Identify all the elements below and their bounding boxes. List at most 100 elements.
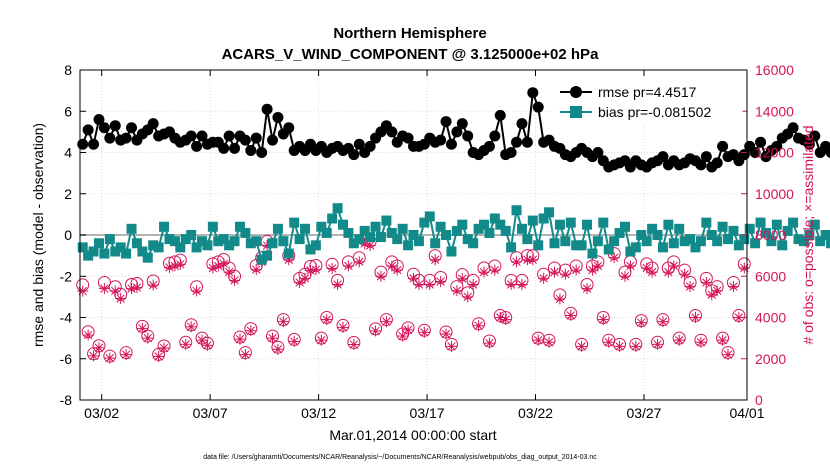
- obs-assimilated-marker: [592, 260, 604, 272]
- bias-point: [679, 236, 690, 247]
- obs-count-layer: [76, 233, 751, 364]
- bias-point: [403, 240, 414, 251]
- bias-point: [527, 215, 538, 226]
- rmse-point: [109, 120, 121, 132]
- obs-assimilated-marker: [695, 336, 707, 348]
- x-tick-label: 03/27: [626, 405, 661, 421]
- bias-point: [739, 234, 750, 245]
- rmse-point: [711, 157, 723, 169]
- obs-assimilated-marker: [554, 293, 566, 305]
- obs-assimilated-marker: [332, 279, 344, 290]
- y-axis-label-right: # of obs: o=possible; ×=assimilated: [800, 125, 816, 344]
- obs-assimilated-marker: [304, 264, 316, 276]
- obs-assimilated-marker: [581, 283, 593, 295]
- bias-point: [793, 234, 804, 245]
- bias-point: [500, 225, 511, 236]
- bias-point: [419, 217, 430, 228]
- rmse-point: [803, 138, 815, 150]
- obs-assimilated-marker: [413, 279, 425, 290]
- obs-assimilated-marker: [397, 330, 409, 342]
- y-tick-label-left: 8: [64, 62, 72, 78]
- obs-assimilated-marker: [565, 309, 577, 321]
- obs-assimilated-marker: [689, 312, 701, 323]
- obs-assimilated-marker: [250, 264, 262, 276]
- obs-assimilated-marker: [624, 260, 636, 272]
- bias-point: [728, 225, 739, 236]
- obs-assimilated-marker: [429, 254, 441, 266]
- bias-point: [804, 230, 815, 240]
- obs-assimilated-marker: [174, 258, 186, 270]
- y-tick-label-left: 6: [64, 103, 72, 119]
- rmse-point: [283, 122, 295, 134]
- rmse-point: [88, 138, 100, 150]
- obs-assimilated-marker: [342, 260, 354, 272]
- bias-point: [251, 236, 262, 247]
- y-tick-label-left: -2: [60, 268, 73, 284]
- obs-assimilated-marker: [652, 338, 664, 350]
- obs-assimilated-marker: [483, 337, 495, 349]
- obs-assimilated-marker: [451, 285, 463, 297]
- obs-assimilated-marker: [473, 320, 485, 332]
- obs-assimilated-marker: [662, 266, 674, 278]
- bias-point: [619, 221, 630, 232]
- obs-assimilated-marker: [646, 266, 658, 278]
- rmse-point: [191, 140, 203, 152]
- bias-point: [338, 219, 349, 230]
- obs-assimilated-marker: [158, 342, 170, 354]
- bias-point: [202, 240, 213, 251]
- obs-assimilated-marker: [370, 325, 382, 337]
- rmse-point: [483, 140, 495, 152]
- bias-point: [153, 242, 164, 253]
- obs-assimilated-marker: [608, 252, 620, 264]
- obs-assimilated-marker: [700, 276, 712, 288]
- bias-point: [207, 221, 218, 232]
- bias-point: [294, 234, 305, 245]
- bias-point: [197, 236, 208, 247]
- legend-box: [555, 79, 743, 125]
- bias-point: [815, 236, 826, 247]
- obs-assimilated-marker: [722, 349, 734, 361]
- bias-point: [614, 227, 625, 238]
- obs-assimilated-marker: [467, 279, 479, 290]
- bias-point: [262, 250, 273, 261]
- legend-rmse-marker: [570, 86, 582, 98]
- rmse-point: [809, 130, 821, 142]
- rmse-point: [348, 149, 360, 161]
- bias-point: [77, 242, 88, 253]
- obs-assimilated-marker: [201, 339, 213, 351]
- rmse-point: [147, 118, 159, 130]
- bias-point: [424, 211, 435, 222]
- obs-assimilated-marker: [272, 343, 284, 355]
- bias-point: [641, 236, 652, 247]
- rmse-point: [695, 159, 707, 171]
- obs-assimilated-marker: [727, 281, 739, 293]
- bias-point: [300, 223, 311, 234]
- x-tick-label: 03/02: [84, 405, 119, 421]
- obs-assimilated-marker: [511, 256, 523, 268]
- bias-point: [457, 219, 468, 230]
- rmse-point: [527, 87, 539, 99]
- bias-point: [516, 223, 527, 234]
- rmse-point: [218, 142, 230, 154]
- bias-point: [609, 236, 620, 247]
- x-tick-label: 03/22: [518, 405, 553, 421]
- obs-assimilated-marker: [402, 324, 414, 336]
- bias-point: [826, 238, 830, 249]
- bias-point: [462, 234, 473, 245]
- obs-assimilated-marker: [277, 316, 289, 328]
- bias-point: [820, 230, 830, 240]
- y-tick-label-right: 12000: [755, 145, 794, 161]
- rmse-point: [787, 122, 799, 134]
- bias-point: [104, 234, 115, 245]
- obs-assimilated-marker: [462, 291, 474, 303]
- rmse-point: [77, 138, 89, 150]
- obs-assimilated-marker: [679, 268, 691, 280]
- bias-point: [549, 238, 560, 249]
- obs-assimilated-marker: [185, 321, 197, 333]
- bias-point: [164, 234, 175, 245]
- bias-point: [240, 227, 251, 238]
- obs-assimilated-marker: [538, 272, 550, 284]
- bias-point: [587, 248, 598, 259]
- rmse-point: [245, 144, 257, 156]
- bias-point: [435, 221, 446, 232]
